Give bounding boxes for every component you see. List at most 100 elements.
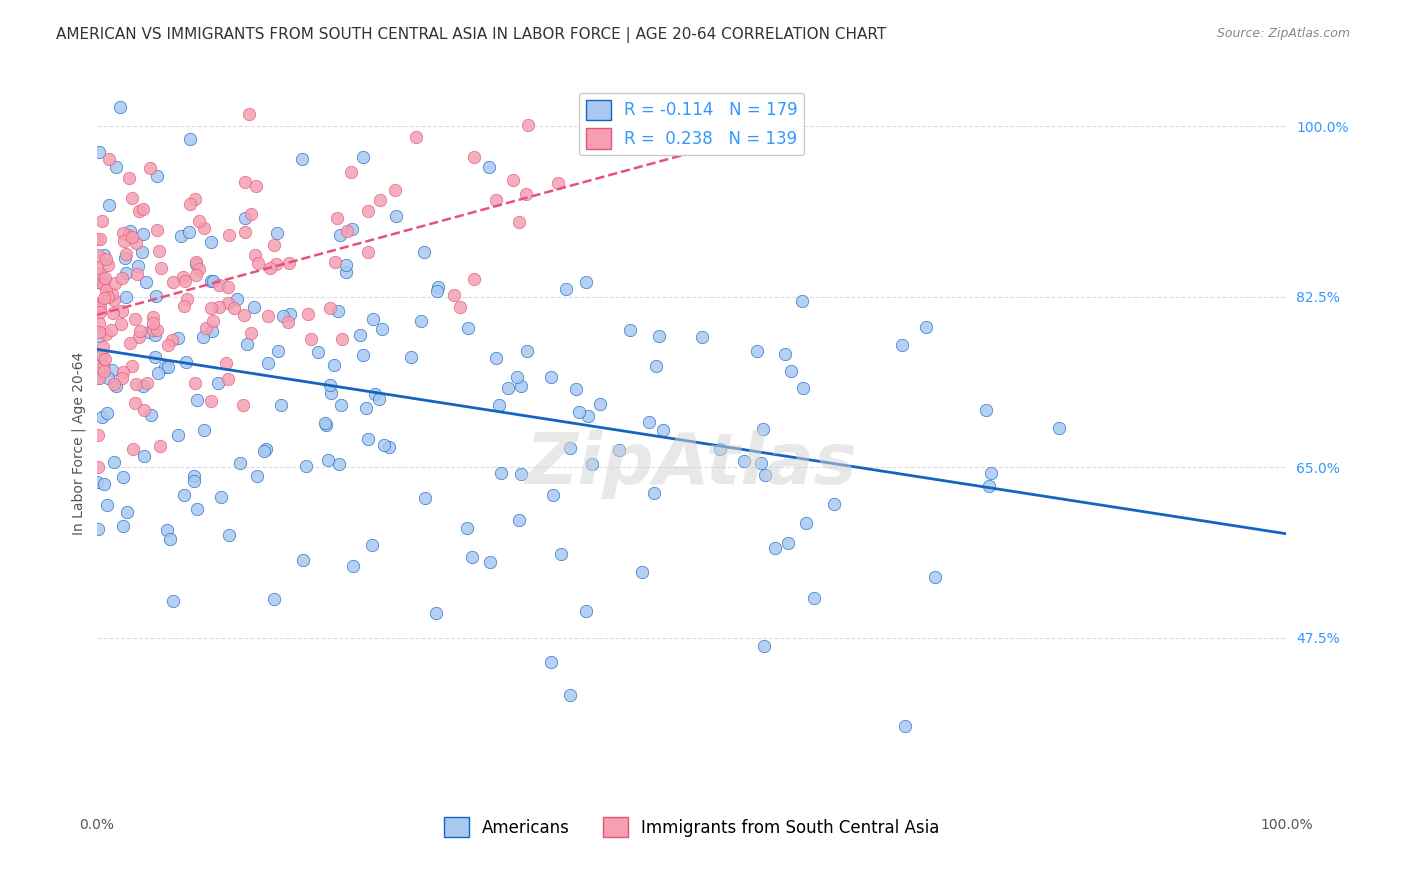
Americans xyxy=(630,565,652,579)
Americans xyxy=(87,145,110,159)
Immigrants from South Central Asia xyxy=(110,318,132,332)
Immigrants from South Central Asia xyxy=(173,300,195,314)
Immigrants from South Central Asia xyxy=(243,248,266,262)
Americans xyxy=(357,432,380,446)
Immigrants from South Central Asia xyxy=(239,326,262,341)
Immigrants from South Central Asia xyxy=(111,303,134,318)
Immigrants from South Central Asia xyxy=(319,301,342,315)
Immigrants from South Central Asia xyxy=(384,184,406,198)
Americans xyxy=(651,423,673,437)
Immigrants from South Central Asia xyxy=(173,274,195,288)
Text: AMERICAN VS IMMIGRANTS FROM SOUTH CENTRAL ASIA IN LABOR FORCE | AGE 20-64 CORREL: AMERICAN VS IMMIGRANTS FROM SOUTH CENTRA… xyxy=(56,27,887,43)
Americans xyxy=(328,457,350,471)
Immigrants from South Central Asia xyxy=(111,227,134,241)
Immigrants from South Central Asia xyxy=(277,315,299,329)
Americans xyxy=(115,290,138,304)
Americans xyxy=(132,449,155,463)
Immigrants from South Central Asia xyxy=(357,244,380,259)
Americans xyxy=(263,592,285,607)
Immigrants from South Central Asia xyxy=(463,150,485,164)
Americans xyxy=(352,348,374,362)
Americans xyxy=(568,405,591,419)
Immigrants from South Central Asia xyxy=(142,310,165,324)
Immigrants from South Central Asia xyxy=(91,348,114,362)
Americans xyxy=(143,350,166,364)
Americans xyxy=(183,468,205,483)
Americans xyxy=(510,379,533,393)
Americans xyxy=(326,304,349,318)
Americans xyxy=(335,264,357,278)
Americans xyxy=(120,224,142,238)
Americans xyxy=(413,491,436,505)
Immigrants from South Central Asia xyxy=(125,235,148,250)
Immigrants from South Central Asia xyxy=(103,376,125,391)
Americans xyxy=(488,398,510,412)
Immigrants from South Central Asia xyxy=(90,214,112,228)
Americans xyxy=(273,309,295,323)
Americans xyxy=(91,409,114,424)
Americans xyxy=(96,406,118,420)
Americans xyxy=(643,485,665,500)
Immigrants from South Central Asia xyxy=(443,288,465,302)
Americans xyxy=(291,553,314,567)
Immigrants from South Central Asia xyxy=(217,295,239,310)
Immigrants from South Central Asia xyxy=(194,320,217,334)
Americans xyxy=(977,479,1000,493)
Immigrants from South Central Asia xyxy=(112,366,135,380)
Immigrants from South Central Asia xyxy=(145,223,167,237)
Immigrants from South Central Asia xyxy=(508,215,530,229)
Americans xyxy=(179,225,201,239)
Americans xyxy=(823,497,845,511)
Immigrants from South Central Asia xyxy=(125,267,148,281)
Immigrants from South Central Asia xyxy=(188,262,211,277)
Immigrants from South Central Asia xyxy=(222,301,245,315)
Immigrants from South Central Asia xyxy=(323,255,346,269)
Americans xyxy=(86,475,108,489)
Immigrants from South Central Asia xyxy=(463,272,485,286)
Immigrants from South Central Asia xyxy=(121,359,143,373)
Immigrants from South Central Asia xyxy=(264,257,287,271)
Americans xyxy=(342,559,364,574)
Immigrants from South Central Asia xyxy=(122,442,145,457)
Immigrants from South Central Asia xyxy=(86,297,108,311)
Americans xyxy=(316,453,339,467)
Americans xyxy=(914,319,936,334)
Americans xyxy=(413,244,436,259)
Americans xyxy=(456,521,478,535)
Americans xyxy=(426,279,449,293)
Americans xyxy=(479,555,502,569)
Americans xyxy=(114,266,136,280)
Americans xyxy=(496,381,519,395)
Immigrants from South Central Asia xyxy=(91,277,114,292)
Americans xyxy=(146,169,169,183)
Americans xyxy=(378,440,401,454)
Immigrants from South Central Asia xyxy=(100,287,122,301)
Americans xyxy=(93,476,115,491)
Immigrants from South Central Asia xyxy=(336,224,359,238)
Americans xyxy=(111,470,134,484)
Americans xyxy=(361,538,384,552)
Americans xyxy=(745,343,768,358)
Immigrants from South Central Asia xyxy=(87,362,110,376)
Immigrants from South Central Asia xyxy=(184,192,207,206)
Immigrants from South Central Asia xyxy=(484,193,506,207)
Americans xyxy=(505,369,527,384)
Immigrants from South Central Asia xyxy=(502,172,524,186)
Immigrants from South Central Asia xyxy=(94,327,117,342)
Americans xyxy=(754,468,776,483)
Immigrants from South Central Asia xyxy=(128,203,150,218)
Americans xyxy=(97,371,120,385)
Immigrants from South Central Asia xyxy=(124,311,146,326)
Immigrants from South Central Asia xyxy=(405,129,427,144)
Americans xyxy=(139,409,162,423)
Immigrants from South Central Asia xyxy=(186,255,208,269)
Immigrants from South Central Asia xyxy=(97,258,120,272)
Immigrants from South Central Asia xyxy=(299,332,322,346)
Americans xyxy=(1049,421,1071,435)
Immigrants from South Central Asia xyxy=(200,394,222,409)
Immigrants from South Central Asia xyxy=(201,313,224,327)
Americans xyxy=(619,323,641,337)
Immigrants from South Central Asia xyxy=(179,196,201,211)
Immigrants from South Central Asia xyxy=(86,260,108,275)
Americans xyxy=(127,259,149,273)
